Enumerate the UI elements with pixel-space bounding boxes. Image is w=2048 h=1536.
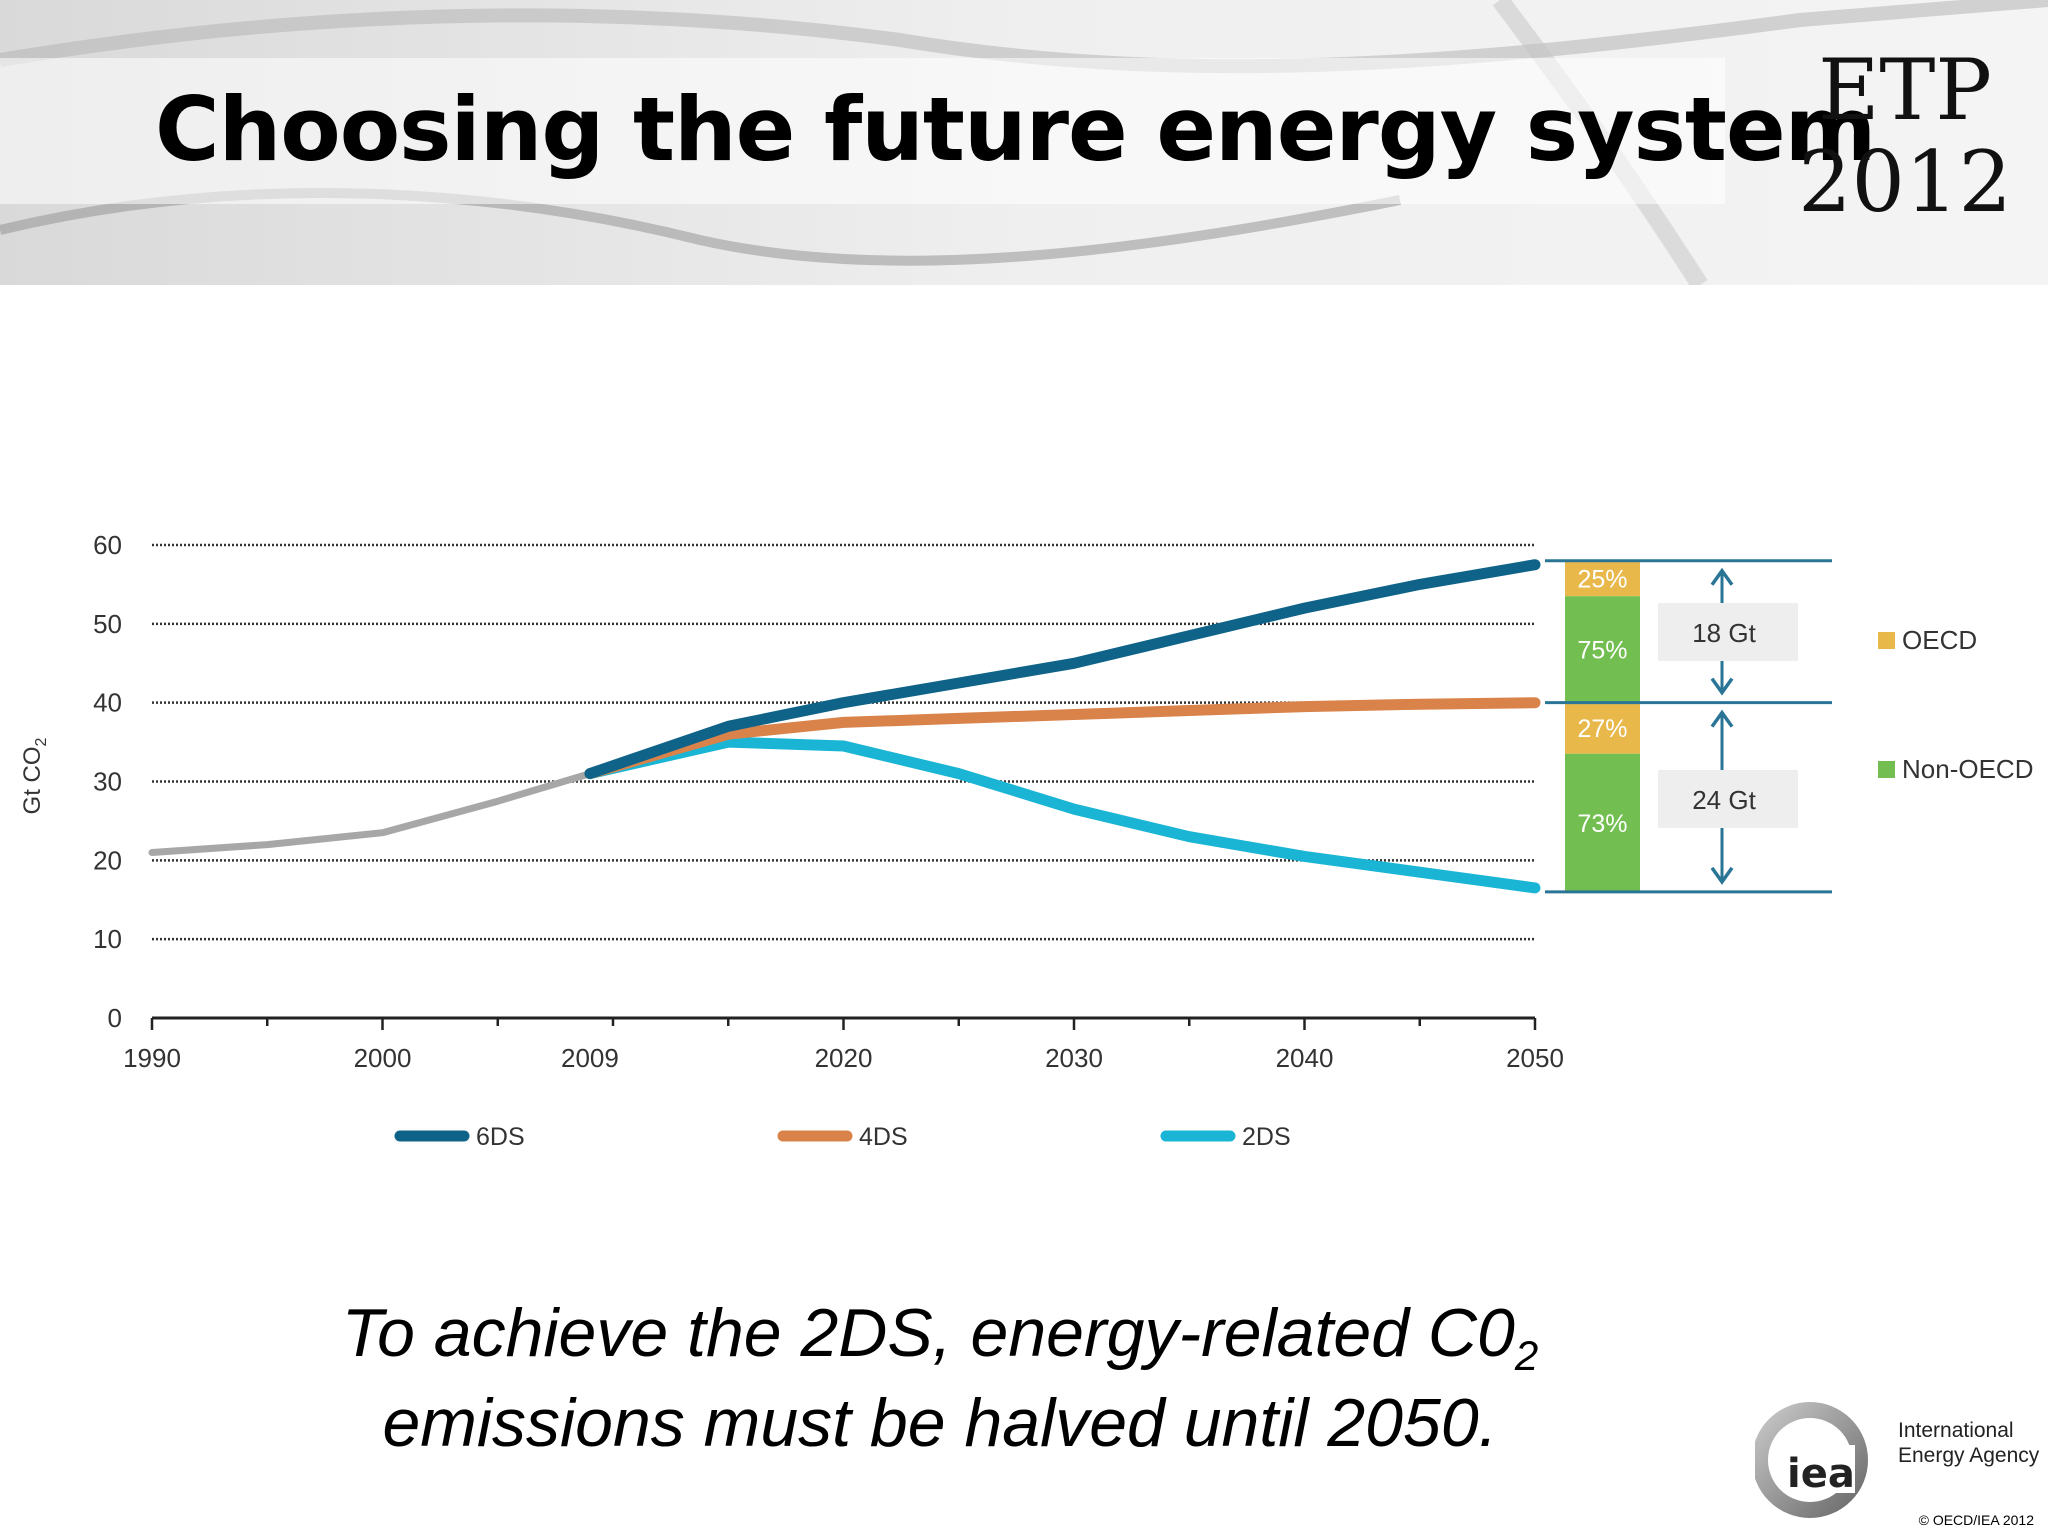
y-tick-label: 30 bbox=[93, 767, 122, 797]
breakdown-legend-label: OECD bbox=[1902, 625, 1977, 655]
x-tick-label: 2020 bbox=[815, 1043, 873, 1073]
breakdown-panel: 25% 75% 18 Gt 27% 73% 24 Gt bbox=[1545, 559, 1832, 894]
iea-mark: iea bbox=[1787, 1451, 1855, 1497]
historical-line bbox=[148, 770, 594, 856]
etp-2012-badge: ETP 2012 bbox=[1780, 44, 2030, 228]
series-line-6ds bbox=[584, 559, 1541, 780]
oecd-share-label: 27% bbox=[1577, 715, 1627, 743]
breakdown-legend: OECD Non-OECD bbox=[1878, 625, 2033, 784]
oecd-share-label: 25% bbox=[1577, 566, 1627, 594]
header-background bbox=[0, 0, 2048, 285]
x-tick-labels: 1990 2000 2009 2020 2030 2040 2050 bbox=[123, 1043, 1564, 1073]
non-oecd-segment bbox=[1565, 596, 1640, 703]
x-tick-label: 2050 bbox=[1506, 1043, 1564, 1073]
breakdown-legend-swatch bbox=[1878, 761, 1895, 778]
oecd-segment bbox=[1565, 560, 1640, 597]
page-title: Choosing the future energy system bbox=[155, 78, 1876, 181]
gap-arrow-up-head bbox=[1710, 567, 1734, 586]
y-tick-label: 60 bbox=[93, 530, 122, 560]
y-tick-label: 20 bbox=[93, 845, 122, 875]
series-lines bbox=[148, 559, 1541, 894]
non-oecd-share-label: 73% bbox=[1577, 810, 1627, 838]
gap-label: 18 Gt bbox=[1692, 618, 1756, 648]
y-tick-label: 40 bbox=[93, 688, 122, 718]
x-tick-label: 1990 bbox=[123, 1043, 181, 1073]
x-axis bbox=[150, 1016, 1537, 1030]
y-tick-label: 0 bbox=[108, 1003, 122, 1033]
badge-line2: 2012 bbox=[1798, 133, 2012, 231]
series-line-2ds bbox=[584, 736, 1541, 894]
legend-label-6ds: 6DS bbox=[476, 1123, 525, 1151]
legend-label-4ds: 4DS bbox=[859, 1123, 908, 1151]
y-tick-label: 50 bbox=[93, 609, 122, 639]
x-tick-label: 2000 bbox=[354, 1043, 412, 1073]
legend-label-2ds: 2DS bbox=[1242, 1123, 1291, 1151]
caption-line1: To achieve the 2DS, energy-related C02 bbox=[250, 1288, 1630, 1378]
gap-arrow-up-head bbox=[1710, 709, 1734, 728]
gap-label-box bbox=[1658, 770, 1798, 828]
gap-label-box bbox=[1658, 603, 1798, 661]
y-tick-labels: 0 10 20 30 40 50 60 bbox=[93, 530, 122, 1033]
y-axis-label-text: Gt CO bbox=[19, 746, 46, 814]
x-tick-label: 2040 bbox=[1276, 1043, 1334, 1073]
gap-arrow-down-head bbox=[1710, 677, 1734, 696]
series-line-4ds bbox=[584, 697, 1541, 780]
iea-name-line1: International bbox=[1898, 1419, 2014, 1442]
y-tick-label: 10 bbox=[93, 924, 122, 954]
non-oecd-segment bbox=[1565, 753, 1640, 892]
y-axis-label: Gt CO2 bbox=[19, 737, 50, 814]
x-tick-label: 2009 bbox=[561, 1043, 619, 1073]
oecd-segment bbox=[1565, 702, 1640, 754]
x-tick-label: 2030 bbox=[1045, 1043, 1103, 1073]
copyright: © OECD/IEA 2012 bbox=[1918, 1512, 2034, 1528]
caption: To achieve the 2DS, energy-related C02 e… bbox=[250, 1288, 1630, 1468]
non-oecd-share-label: 75% bbox=[1577, 636, 1627, 664]
iea-ring-icon bbox=[1755, 1402, 1868, 1518]
breakdown-legend-label: Non-OECD bbox=[1902, 754, 2033, 784]
y-axis-label-sub: 2 bbox=[33, 737, 50, 746]
breakdown-legend-swatch bbox=[1878, 632, 1895, 649]
badge-line1: ETP bbox=[1818, 41, 1992, 139]
series-legend: 6DS 4DS 2DS bbox=[394, 1123, 1291, 1151]
gap-arrow-down-head bbox=[1710, 866, 1734, 885]
iea-name-line2: Energy Agency bbox=[1898, 1444, 2040, 1467]
iea-logo: iea International Energy Agency bbox=[1755, 1402, 2040, 1518]
caption-line2: emissions must be halved until 2050. bbox=[382, 1385, 1498, 1461]
caption-line1-text: To achieve the 2DS, energy-related C0 bbox=[341, 1295, 1515, 1371]
gap-label: 24 Gt bbox=[1692, 785, 1756, 815]
caption-subscript: 2 bbox=[1514, 1332, 1539, 1379]
